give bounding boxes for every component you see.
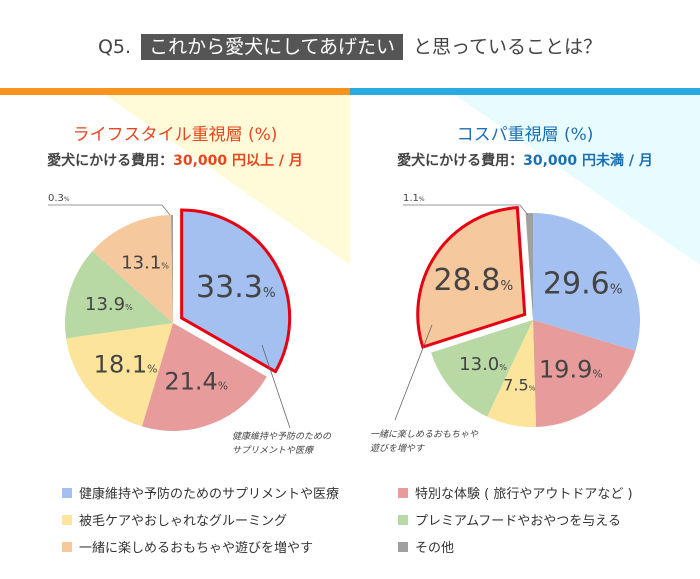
legend-label: 一緒に楽しめるおもちゃや遊びを増やす — [79, 541, 314, 556]
legend-label: 特別な体験 ( 旅行やアウトドアなど ) — [415, 487, 633, 502]
pie-slice — [141, 323, 267, 432]
data-label: 33.3% — [196, 270, 276, 305]
legend-item: 特別な体験 ( 旅行やアウトドアなど ) — [398, 483, 633, 502]
title-suffix: と思っていることは？ — [413, 36, 603, 58]
callout-line — [394, 324, 433, 421]
pie-slice — [487, 320, 537, 427]
right-cost: 愛犬にかける費用：30,000 円未満 / 月 — [397, 153, 653, 169]
pie-slice — [416, 206, 527, 349]
right-bg-triangle — [455, 95, 700, 265]
legend-swatch — [398, 487, 408, 498]
data-label: 13.9% — [85, 294, 133, 315]
pie-slice — [533, 213, 641, 351]
pie-slice — [533, 320, 636, 427]
left-accent-bar — [0, 88, 350, 95]
left-chart-title: ライフスタイル重視層 (%) — [72, 125, 278, 145]
right-accent-bar — [350, 88, 700, 95]
pie-slice — [66, 323, 173, 427]
pie-slice — [525, 213, 533, 320]
legend-swatch — [398, 514, 408, 525]
legend-label: プレミアムフードやおやつを与える — [415, 514, 621, 529]
legend-item: 被毛ケアやおしゃれなグルーミング — [62, 510, 287, 529]
legend-swatch — [398, 541, 408, 552]
pie-slice — [92, 215, 173, 323]
legend-item: 健康維持や予防のためのサプリメントや医療 — [62, 483, 339, 502]
legend-item: 一緒に楽しめるおもちゃや遊びを増やす — [62, 537, 313, 556]
pie-slice — [170, 215, 173, 323]
legend-label: その他 — [415, 541, 455, 556]
data-label: 28.8% — [434, 263, 514, 298]
data-label: 18.1% — [94, 350, 158, 378]
left-cost: 愛犬にかける費用：30,000 円以上 / 月 — [47, 153, 303, 169]
data-label: 13.1% — [121, 252, 169, 273]
data-label: 21.4% — [164, 368, 228, 396]
legend-swatch — [62, 541, 72, 552]
pie-slice — [65, 251, 173, 339]
right-callout: 一緒に楽しめるおもちゃや 遊びを増やす — [370, 430, 479, 454]
callout-line — [261, 344, 291, 429]
leader-line — [48, 204, 171, 216]
left-callout: 健康維持や予防のための サプリメントや医療 — [232, 432, 332, 456]
legend-item: その他 — [398, 537, 454, 556]
pie-slice — [180, 208, 292, 374]
pie-slice — [431, 320, 533, 417]
legend-swatch — [62, 514, 72, 525]
legend-label: 健康維持や予防のためのサプリメントや医療 — [79, 487, 340, 502]
data-label: 0.3% — [48, 193, 70, 204]
data-label: 13.0% — [459, 354, 507, 375]
page-title: Q5. これから愛犬にしてあげたい と思っていることは？ — [0, 32, 700, 60]
legend-label: 被毛ケアやおしゃれなグルーミング — [79, 514, 288, 529]
leader-line — [403, 204, 529, 216]
title-highlight: これから愛犬にしてあげたい — [141, 34, 403, 60]
left-bg-triangle — [105, 95, 350, 265]
legend-swatch — [62, 487, 72, 498]
data-label: 1.1% — [403, 193, 425, 204]
right-chart-title: コスパ重視層 (%) — [456, 125, 594, 145]
legend-item: プレミアムフードやおやつを与える — [398, 510, 621, 529]
question-number: Q5. — [97, 36, 132, 58]
data-label: 7.5% — [503, 376, 535, 395]
data-label: 19.9% — [539, 356, 603, 384]
data-label: 29.6% — [543, 266, 623, 301]
